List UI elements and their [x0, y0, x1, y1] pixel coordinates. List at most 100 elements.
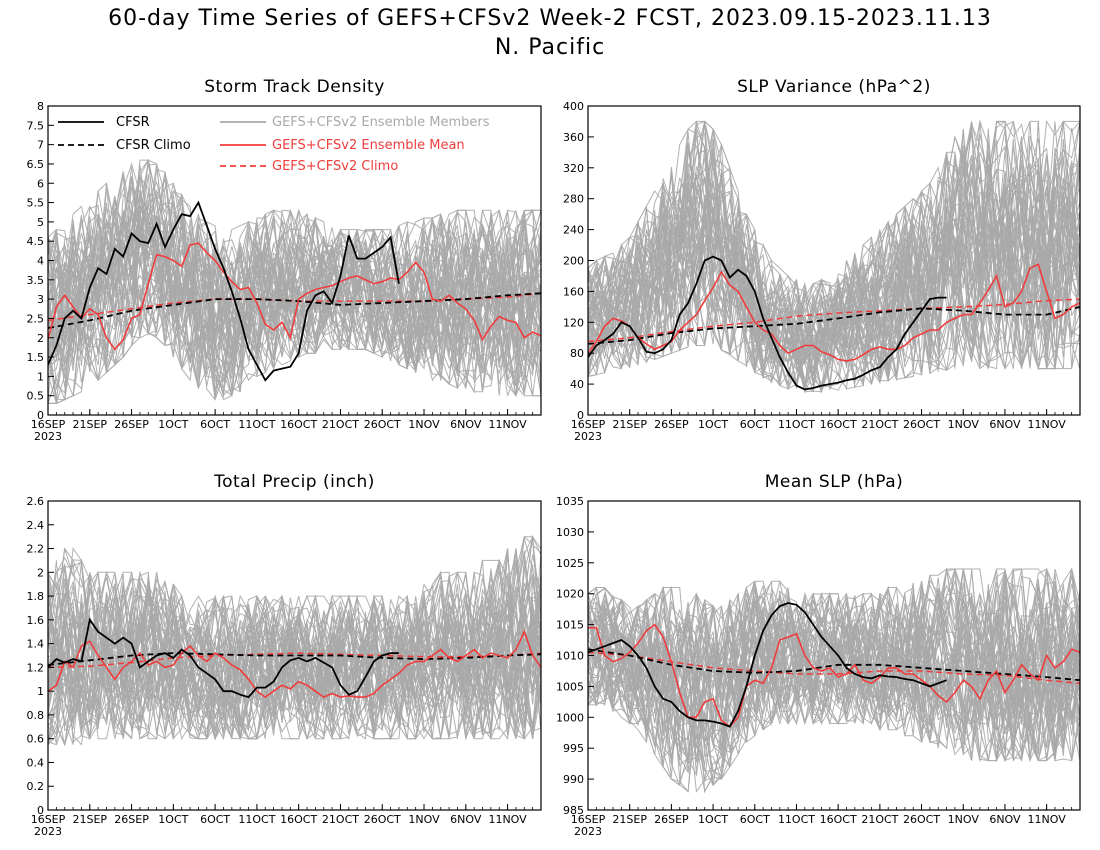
- x-tick-label: 16OCT: [280, 813, 317, 826]
- y-tick-label: 240: [563, 224, 584, 237]
- y-tick-label: 320: [563, 162, 584, 175]
- x-tick-label: 6OCT: [740, 813, 770, 826]
- x-tick-label: 26OCT: [364, 418, 401, 431]
- ensemble-members: [588, 119, 1080, 394]
- ensemble-member-line: [588, 139, 1080, 373]
- x-tick-label: 6NOV: [989, 418, 1021, 431]
- x-tick-label: 1OCT: [158, 813, 188, 826]
- x-tick-label: 11OCT: [238, 418, 275, 431]
- y-tick-label: 6: [37, 177, 44, 190]
- x-tick-label: 16OCT: [820, 418, 857, 431]
- x-tick-label: 21SEP: [72, 418, 107, 431]
- ensemble-member-line: [588, 578, 1080, 767]
- y-tick-label: 40: [570, 378, 584, 391]
- x-tick-label: 16SEP: [31, 418, 66, 431]
- ensemble-member-line: [48, 595, 541, 739]
- ensemble-member-line: [48, 579, 541, 728]
- ensemble-member-line: [588, 570, 1080, 721]
- y-tick-label: 4.5: [27, 235, 45, 248]
- ensemble-member-line: [48, 548, 541, 741]
- y-tick-label: 400: [563, 100, 584, 113]
- y-tick-label: 1.6: [27, 614, 45, 627]
- x-tick-label: 26SEP: [654, 813, 689, 826]
- ensemble-member-line: [48, 564, 541, 741]
- x-tick-label: 11OCT: [238, 813, 275, 826]
- series-ens-mean: [48, 242, 541, 351]
- plot-frame: [47, 500, 542, 811]
- x-year-label: 2023: [574, 430, 602, 443]
- y-tick-label: 6.5: [27, 158, 45, 171]
- x-tick-label: 26OCT: [364, 813, 401, 826]
- y-tick-label: 3: [37, 293, 44, 306]
- y-tick-label: 1030: [556, 526, 584, 539]
- series-ens-mean: [48, 629, 541, 699]
- y-tick-label: 1000: [556, 711, 584, 724]
- y-tick-label: 1005: [556, 680, 584, 693]
- panel-title: Mean SLP (hPa): [765, 472, 904, 492]
- x-tick-label: 1NOV: [948, 813, 980, 826]
- y-tick-label: 2.2: [27, 543, 45, 556]
- y-tick-label: 2.4: [27, 519, 45, 532]
- legend-label-cfsr-climo: CFSR Climo: [116, 138, 191, 153]
- y-tick-label: 4: [37, 255, 44, 268]
- y-tick-label: 1.2: [27, 661, 45, 674]
- ensemble-member-line: [588, 575, 1080, 762]
- y-tick-label: 8: [37, 100, 44, 113]
- x-tick-label: 11NOV: [1028, 418, 1067, 431]
- x-tick-label: 16OCT: [820, 813, 857, 826]
- ensemble-member-line: [588, 119, 1080, 394]
- ensemble-members: [48, 158, 541, 405]
- x-year-label: 2023: [34, 825, 62, 838]
- x-tick-label: 11OCT: [778, 418, 815, 431]
- x-tick-label: 21OCT: [322, 418, 359, 431]
- x-tick-label: 11OCT: [778, 813, 815, 826]
- y-tick-label: 360: [563, 131, 584, 144]
- y-tick-label: 1020: [556, 588, 584, 601]
- x-tick-label: 26SEP: [114, 418, 149, 431]
- y-tick-label: 990: [563, 773, 584, 786]
- panel-title: SLP Variance (hPa^2): [737, 77, 931, 97]
- ensemble-member-line: [48, 159, 541, 381]
- figure-title-block: 60-day Time Series of GEFS+CFSv2 Week-2 …: [0, 4, 1100, 62]
- y-tick-label: 5.5: [27, 197, 45, 210]
- y-tick-label: 1: [37, 685, 44, 698]
- series-gefs-climo: [588, 298, 1080, 343]
- x-tick-label: 6OCT: [200, 813, 230, 826]
- ensemble-member-line: [48, 575, 541, 741]
- series-cfsr: [588, 602, 947, 728]
- ensemble-member-line: [48, 197, 541, 367]
- chart-panel-1: 0 0.5 1 1.5 2 2.5 3 3.5 4 4.5 5 5.5 6 6.5 7 7.5 8 16SEP 21…: [27, 77, 542, 443]
- x-tick-label: 11NOV: [1028, 813, 1067, 826]
- ensemble-member-line: [588, 587, 1080, 763]
- x-tick-label: 6NOV: [450, 813, 482, 826]
- y-tick-label: 1.4: [27, 638, 45, 651]
- ensemble-member-line: [48, 179, 541, 393]
- x-tick-label: 26SEP: [114, 813, 149, 826]
- x-tick-label: 6OCT: [200, 418, 230, 431]
- ensemble-member-line: [48, 188, 541, 404]
- ensemble-member-line: [588, 170, 1080, 373]
- ensemble-member-line: [588, 599, 1080, 786]
- y-tick-label: 1: [37, 370, 44, 383]
- y-tick-label: 0: [37, 409, 44, 422]
- y-tick-label: 7.5: [27, 119, 45, 132]
- ensemble-member-line: [588, 120, 1080, 392]
- y-tick-label: 1015: [556, 619, 584, 632]
- chart-panel-2: 0 40 80 120 160 200 240 280 320 360 400 16SEP 21SEP 2…: [563, 77, 1081, 443]
- ensemble-member-line: [48, 223, 541, 369]
- ensemble-member-line: [588, 573, 1080, 749]
- x-tick-label: 11NOV: [488, 813, 527, 826]
- y-tick-label: 0: [37, 804, 44, 817]
- ensemble-member-line: [588, 568, 1080, 765]
- y-tick-label: 1035: [556, 495, 584, 508]
- x-tick-label: 21SEP: [72, 813, 107, 826]
- x-tick-label: 26OCT: [903, 813, 940, 826]
- x-tick-label: 16SEP: [571, 418, 606, 431]
- ensemble-member-line: [48, 163, 541, 396]
- y-tick-label: 0.2: [27, 780, 45, 793]
- x-tick-label: 1NOV: [948, 418, 980, 431]
- x-year-label: 2023: [34, 430, 62, 443]
- figure-subtitle: N. Pacific: [494, 35, 606, 60]
- ensemble-member-line: [588, 120, 1080, 387]
